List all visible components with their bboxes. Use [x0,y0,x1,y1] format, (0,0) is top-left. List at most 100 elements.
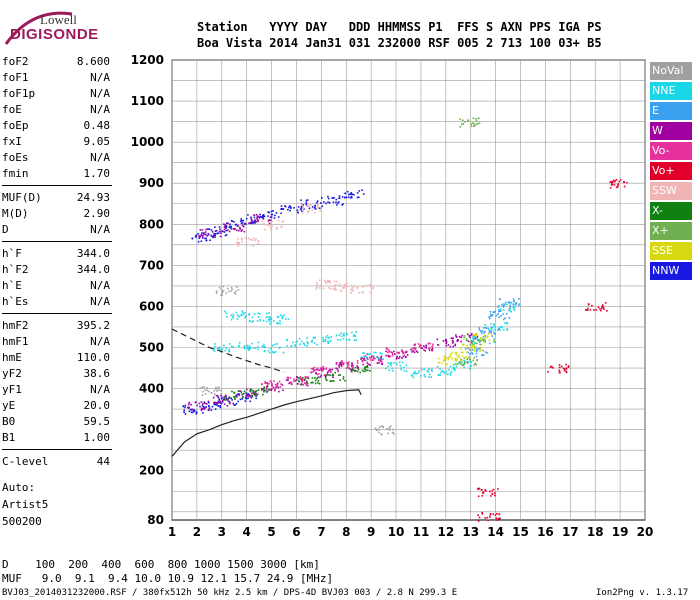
data-point [217,396,220,399]
data-point [269,224,272,226]
data-point [614,180,617,182]
data-point [445,342,447,345]
data-point [319,210,321,212]
data-point [470,334,472,336]
data-point [263,386,266,389]
data-point [475,350,478,352]
data-point [254,347,257,350]
data-point [452,366,455,369]
data-point [236,286,238,288]
data-point [464,348,467,350]
data-point [498,328,500,330]
data-point [311,377,314,379]
param-value: 0.48 [83,119,111,132]
data-point [352,335,355,337]
data-point [271,213,274,216]
data-point [318,369,321,372]
data-point [237,224,239,227]
data-point [363,366,366,369]
data-point [381,363,384,365]
data-point [310,382,312,384]
data-point [475,363,478,366]
legend-item: NNE [650,82,692,100]
data-point [606,310,608,312]
data-point [228,401,231,403]
data-point [224,398,227,401]
data-point [265,386,268,388]
data-point [216,347,219,349]
data-point [328,280,330,283]
data-point [321,368,324,370]
data-point [470,364,473,367]
data-point [366,364,369,367]
data-point [281,316,284,319]
data-point [332,201,335,204]
data-point [334,284,337,286]
data-point [219,235,222,238]
data-point [341,204,344,206]
data-point [366,362,369,365]
data-point [451,351,453,354]
data-point [276,385,279,387]
data-point [220,288,223,291]
data-point [345,284,348,286]
data-point [251,342,253,345]
data-point [282,351,285,354]
data-point [374,357,376,360]
data-point [239,390,242,392]
data-point [215,229,218,232]
data-point [567,365,570,367]
param-name: yF2 [2,367,22,380]
data-point [262,217,264,219]
data-point [216,404,218,406]
data-point [231,288,234,291]
data-point [319,202,322,204]
data-point [446,357,449,359]
data-point [254,392,257,395]
data-point [271,220,273,223]
data-point [478,487,481,490]
data-point [431,346,433,349]
data-point [236,314,239,317]
data-point [454,343,457,346]
data-point [322,336,324,339]
data-point [506,328,509,330]
param-name: yE [2,399,16,412]
data-point [405,370,408,373]
data-point [496,512,498,515]
param-value: N/A [90,151,110,164]
data-point [195,411,198,413]
data-point [493,494,496,497]
data-point [332,380,335,382]
data-point [237,229,240,232]
data-point [351,369,354,371]
data-point [248,314,250,316]
data-point [195,236,197,238]
data-point [221,348,223,351]
data-point [217,232,220,235]
data-point [292,341,294,344]
x-tick-label: 13 [462,525,479,539]
data-point [403,354,406,356]
data-point [333,280,336,283]
header-row1: Station YYYY DAY DDD HHMMSS P1 FFS S AXN… [197,20,602,34]
data-point [220,232,222,234]
data-point [362,193,365,195]
param-name: yF1 [2,383,22,396]
data-point [183,411,185,414]
data-point [213,350,216,353]
data-point [335,201,337,204]
data-point [250,216,252,219]
data-point [370,356,373,359]
data-point [314,204,317,207]
data-point [257,316,260,319]
data-point [415,350,418,352]
data-point [296,383,299,385]
data-point [406,350,408,353]
data-point [460,359,462,362]
data-point [276,383,279,386]
data-point [473,334,476,337]
data-point [223,223,225,225]
data-point [307,376,309,378]
data-point [619,179,622,181]
